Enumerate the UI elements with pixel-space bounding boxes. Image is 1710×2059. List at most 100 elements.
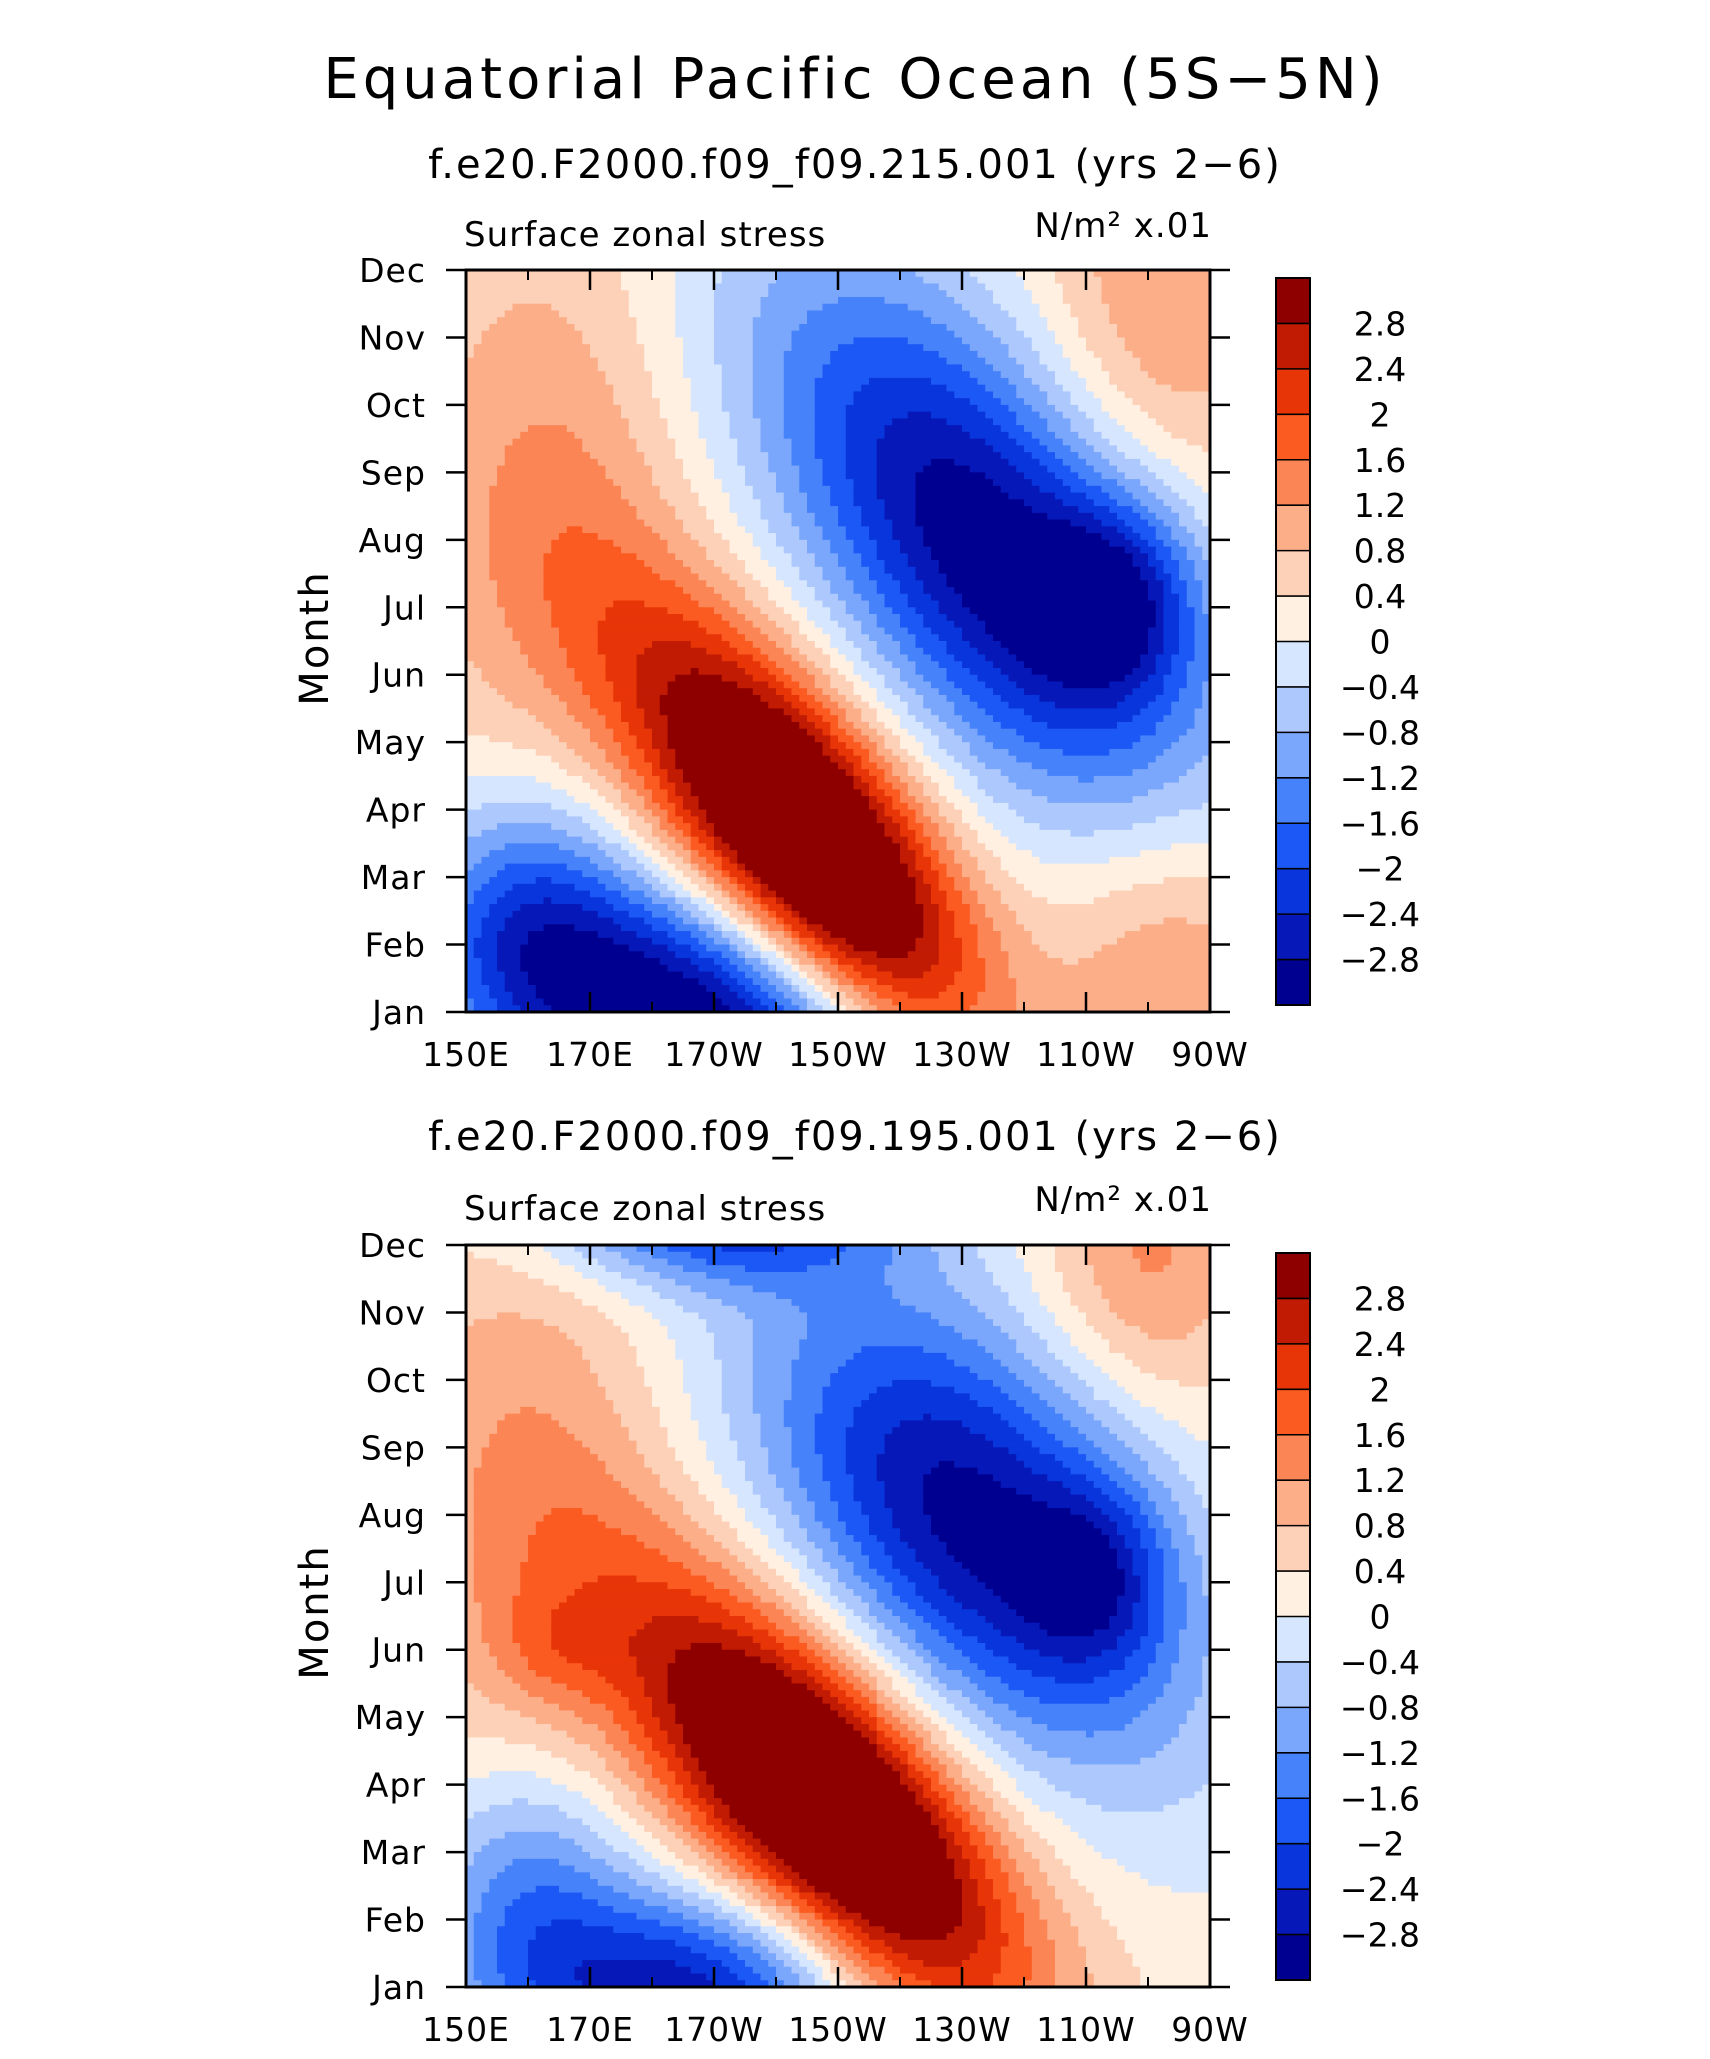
contour-cell: [752, 890, 762, 898]
contour-cell: [466, 1440, 490, 1448]
contour-cell: [907, 1723, 924, 1732]
contour-cell: [1086, 1798, 1180, 1806]
contour-cell: [1148, 411, 1210, 419]
contour-cell: [683, 344, 715, 352]
contour-cell: [497, 958, 521, 966]
contour-cell: [1039, 1649, 1103, 1658]
contour-cell: [760, 1906, 777, 1914]
contour-cell: [768, 587, 793, 595]
contour-cell: [1031, 1953, 1056, 1961]
contour-cell: [845, 1676, 862, 1685]
contour-cell: [791, 958, 800, 966]
contour-cell: [675, 1750, 692, 1759]
contour-cell: [977, 317, 1017, 325]
contour-cell: [497, 937, 529, 946]
contour-cell: [466, 600, 498, 608]
colorbar-level-label: 1.2: [1354, 486, 1406, 525]
contour-cell: [985, 958, 1010, 966]
contour-cell: [737, 931, 746, 939]
colorbar-level-label: 0.8: [1354, 1507, 1406, 1546]
contour-cell: [683, 337, 715, 345]
contour-cell: [799, 958, 816, 966]
contour-cell: [698, 418, 731, 426]
contour-cell: [768, 1845, 948, 1853]
contour-cell: [659, 850, 676, 858]
contour-cell: [861, 1912, 963, 1921]
contour-cell: [938, 1771, 948, 1779]
contour-cell: [1039, 1420, 1072, 1428]
contour-cell: [907, 1771, 924, 1779]
contour-cell: [659, 1717, 676, 1725]
contour-cell: [892, 782, 909, 790]
contour-cell: [962, 1710, 986, 1718]
contour-cell: [845, 411, 909, 419]
contour-cell: [466, 951, 475, 959]
contour-cell: [1016, 1373, 1048, 1381]
contour-cell: [822, 465, 847, 473]
contour-cell: [900, 1535, 940, 1543]
contour-cell: [721, 634, 746, 642]
contour-cell: [466, 1825, 591, 1833]
contour-cell: [721, 364, 754, 372]
contour-cell: [566, 769, 599, 777]
contour-cell: [830, 587, 855, 595]
contour-cell: [636, 809, 653, 817]
contour-cell: [760, 944, 777, 952]
contour-cell: [1140, 850, 1210, 858]
contour-cell: [721, 566, 746, 575]
contour-cell: [1155, 816, 1210, 824]
contour-cell: [1070, 1366, 1103, 1374]
contour-cell: [590, 1852, 630, 1860]
contour-cell: [977, 1784, 994, 1792]
contour-cell: [923, 762, 940, 770]
contour-cell: [814, 452, 847, 460]
contour-cell: [737, 1845, 754, 1853]
contour-cell: [915, 506, 1033, 514]
contour-cell: [667, 789, 676, 797]
contour-cell: [497, 1663, 529, 1671]
contour-cell: [892, 526, 924, 534]
contour-cell: [869, 1562, 893, 1570]
contour-cell: [706, 1777, 901, 1786]
contour-cell: [830, 971, 847, 979]
contour-cell: [597, 641, 653, 649]
contour-cell: [605, 1285, 653, 1293]
contour-cell: [1000, 1791, 1025, 1799]
contour-cell: [1148, 1521, 1165, 1529]
contour-cell: [876, 1683, 893, 1691]
contour-cell: [1016, 1487, 1072, 1496]
contour-cell: [729, 1427, 762, 1435]
contour-cell: [892, 1764, 909, 1772]
contour-cell: [698, 816, 707, 824]
contour-cell: [644, 1501, 684, 1509]
contour-cell: [1148, 1669, 1172, 1678]
contour-cell: [791, 1899, 808, 1907]
contour-cell: [566, 1656, 638, 1664]
colorbar-swatch: [1276, 1661, 1310, 1708]
contour-cell: [892, 1245, 932, 1253]
contour-cell: [675, 1865, 700, 1873]
contour-cell: [993, 917, 1017, 925]
contour-cell: [1202, 600, 1210, 608]
contour-cell: [791, 1676, 816, 1685]
contour-cell: [1140, 681, 1165, 689]
contour-cell: [652, 465, 684, 473]
contour-cell: [582, 330, 638, 339]
contour-cell: [745, 1649, 777, 1658]
contour-cell: [745, 526, 769, 534]
contour-cell: [721, 1892, 738, 1900]
contour-cell: [551, 897, 607, 905]
contour-cell: [830, 1953, 847, 1961]
contour-cell: [466, 1683, 475, 1691]
contour-cell: [659, 1271, 707, 1280]
contour-cell: [481, 674, 545, 683]
contour-cell: [628, 431, 669, 440]
contour-cell: [752, 1487, 785, 1496]
contour-cell: [466, 796, 576, 804]
contour-cell: [628, 1332, 669, 1341]
contour-cell: [969, 465, 1017, 473]
contour-cell: [597, 789, 622, 797]
contour-cell: [954, 1622, 994, 1631]
contour-cell: [489, 526, 568, 534]
contour-cell: [791, 951, 808, 959]
